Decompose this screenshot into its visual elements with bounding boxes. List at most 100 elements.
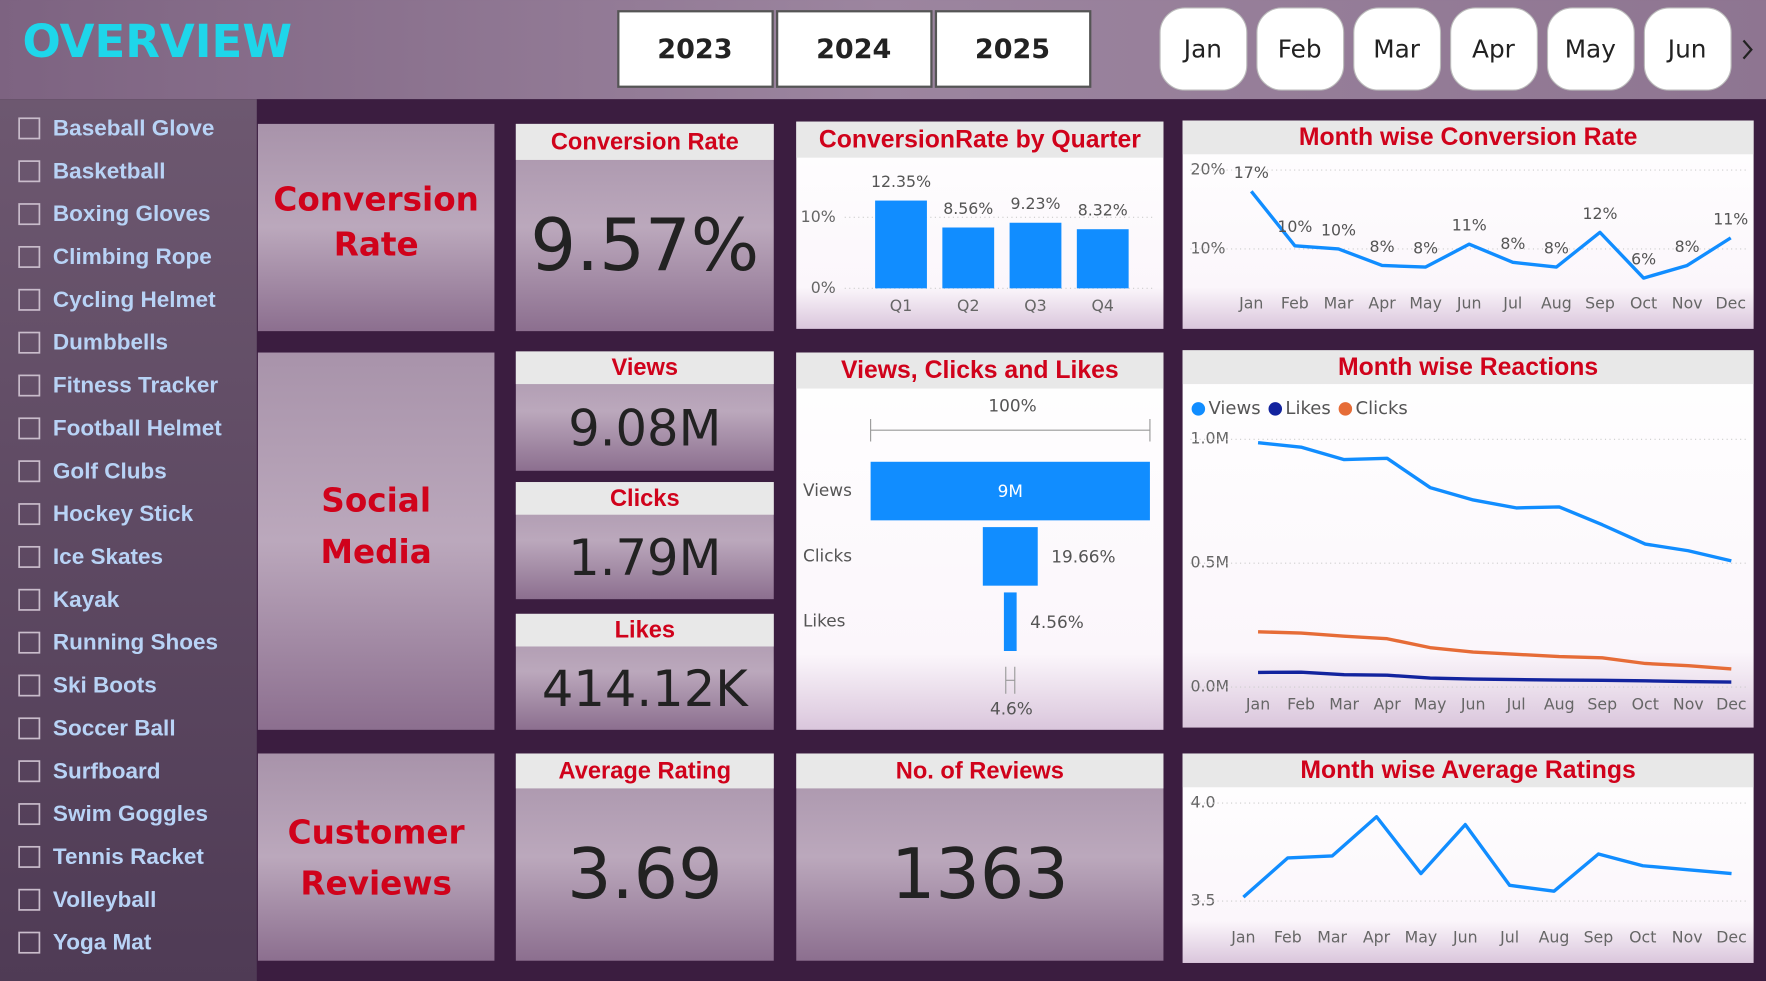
- product-label[interactable]: Kayak: [53, 587, 120, 612]
- card-title: Likes: [615, 618, 675, 644]
- product-label[interactable]: Running Shoes: [53, 630, 218, 655]
- x-tick-label: Feb: [1274, 928, 1302, 947]
- checkbox[interactable]: [18, 931, 41, 954]
- month-label[interactable]: Apr: [1472, 35, 1516, 64]
- product-label[interactable]: Fitness Tracker: [53, 373, 218, 398]
- month-button[interactable]: [1643, 7, 1732, 91]
- year-button[interactable]: [617, 10, 774, 88]
- year-label[interactable]: 2025: [975, 34, 1050, 65]
- funnel-bar: [982, 527, 1038, 586]
- chart-panel: [1182, 753, 1754, 963]
- year-button[interactable]: [934, 10, 1092, 88]
- data-label: 11%: [1713, 209, 1748, 228]
- x-tick-label: Jun: [1460, 695, 1486, 714]
- checkbox[interactable]: [18, 331, 41, 354]
- checkbox[interactable]: [18, 545, 41, 568]
- card-title: No. of Reviews: [896, 758, 1064, 784]
- product-label[interactable]: Ski Boots: [53, 673, 157, 698]
- legend-label: Likes: [1285, 398, 1330, 419]
- product-label[interactable]: Football Helmet: [53, 415, 222, 440]
- product-label[interactable]: Cycling Helmet: [53, 287, 216, 312]
- y-tick-label: 10%: [801, 207, 836, 226]
- checkbox[interactable]: [18, 245, 41, 268]
- month-button[interactable]: [1546, 7, 1635, 91]
- checkbox[interactable]: [18, 631, 41, 654]
- product-label[interactable]: Hockey Stick: [53, 501, 194, 526]
- x-tick-label: Aug: [1539, 928, 1570, 947]
- product-label[interactable]: Tennis Racket: [53, 844, 204, 869]
- product-label[interactable]: Soccer Ball: [53, 715, 176, 740]
- x-tick-label: Apr: [1363, 928, 1391, 947]
- x-tick-label: Jan: [1245, 695, 1270, 714]
- dashboard-title: OVERVIEW: [23, 15, 292, 68]
- year-button[interactable]: [776, 10, 933, 88]
- product-label[interactable]: Ice Skates: [53, 544, 163, 569]
- product-label[interactable]: Boxing Gloves: [53, 201, 211, 226]
- funnel-bracket: [870, 418, 1151, 442]
- month-button[interactable]: [1353, 7, 1442, 91]
- scroll-arrow[interactable]: [1742, 39, 1753, 60]
- product-label[interactable]: Climbing Rope: [53, 244, 212, 269]
- checkbox[interactable]: [18, 203, 41, 226]
- line: [1258, 670, 1732, 684]
- product-label[interactable]: Dumbbells: [53, 330, 168, 355]
- checkbox[interactable]: [18, 888, 41, 911]
- checkbox[interactable]: [18, 845, 41, 868]
- funnel-bottom-label: 4.6%: [990, 699, 1033, 719]
- section-box: [257, 352, 495, 730]
- checkbox[interactable]: [18, 460, 41, 483]
- month-label[interactable]: Mar: [1373, 35, 1421, 64]
- x-tick-label: Jul: [1499, 928, 1519, 947]
- data-label: 8%: [1413, 239, 1438, 258]
- product-label[interactable]: Yoga Mat: [53, 930, 152, 955]
- product-label[interactable]: Volleyball: [53, 887, 156, 912]
- month-label[interactable]: May: [1565, 35, 1616, 64]
- product-label[interactable]: Golf Clubs: [53, 458, 167, 483]
- x-tick-label: Mar: [1324, 294, 1354, 313]
- checkbox[interactable]: [18, 117, 41, 140]
- x-tick-label: Jul: [1502, 294, 1522, 313]
- month-button[interactable]: [1256, 7, 1345, 91]
- line: [1249, 190, 1732, 280]
- checkbox[interactable]: [18, 803, 41, 826]
- card-header: [515, 753, 774, 789]
- product-label[interactable]: Swim Goggles: [53, 801, 208, 826]
- x-tick-label: Jun: [1456, 294, 1482, 313]
- section-label: Media: [321, 533, 432, 571]
- month-label[interactable]: Feb: [1278, 35, 1322, 64]
- data-label: 6%: [1631, 250, 1656, 269]
- data-label: 8.56%: [943, 199, 993, 218]
- year-label[interactable]: 2024: [816, 34, 891, 65]
- funnel-bar: [870, 461, 1150, 521]
- year-label[interactable]: 2023: [657, 34, 732, 65]
- checkbox[interactable]: [18, 760, 41, 783]
- month-button[interactable]: [1159, 7, 1248, 91]
- data-label: 17%: [1234, 163, 1269, 182]
- data-label: 8%: [1500, 234, 1525, 253]
- x-tick-label: Jan: [1230, 928, 1255, 947]
- checkbox[interactable]: [18, 417, 41, 440]
- checkbox[interactable]: [18, 288, 41, 311]
- product-label[interactable]: Basketball: [53, 158, 166, 183]
- month-button[interactable]: [1450, 7, 1538, 91]
- card-value: 414.12K: [542, 660, 749, 718]
- x-tick-label: Nov: [1672, 928, 1703, 947]
- checkbox[interactable]: [18, 503, 41, 526]
- y-tick-label: 1.0M: [1190, 429, 1229, 448]
- product-label[interactable]: Surfboard: [53, 758, 161, 783]
- product-label[interactable]: Baseball Glove: [53, 115, 214, 140]
- card-header: [515, 351, 774, 385]
- slicer-panel: [0, 99, 257, 981]
- checkbox[interactable]: [18, 674, 41, 697]
- data-label: 10%: [1321, 220, 1356, 239]
- card-value: 3.69: [567, 834, 722, 915]
- checkbox[interactable]: [18, 160, 41, 183]
- card-value: 1363: [891, 834, 1069, 915]
- checkbox[interactable]: [18, 588, 41, 611]
- y-tick-label: 4.0: [1190, 793, 1215, 812]
- checkbox[interactable]: [18, 374, 41, 397]
- checkbox[interactable]: [18, 717, 41, 740]
- month-label[interactable]: Jan: [1182, 35, 1222, 64]
- month-label[interactable]: Jun: [1666, 35, 1707, 64]
- data-label: 12%: [1582, 204, 1617, 223]
